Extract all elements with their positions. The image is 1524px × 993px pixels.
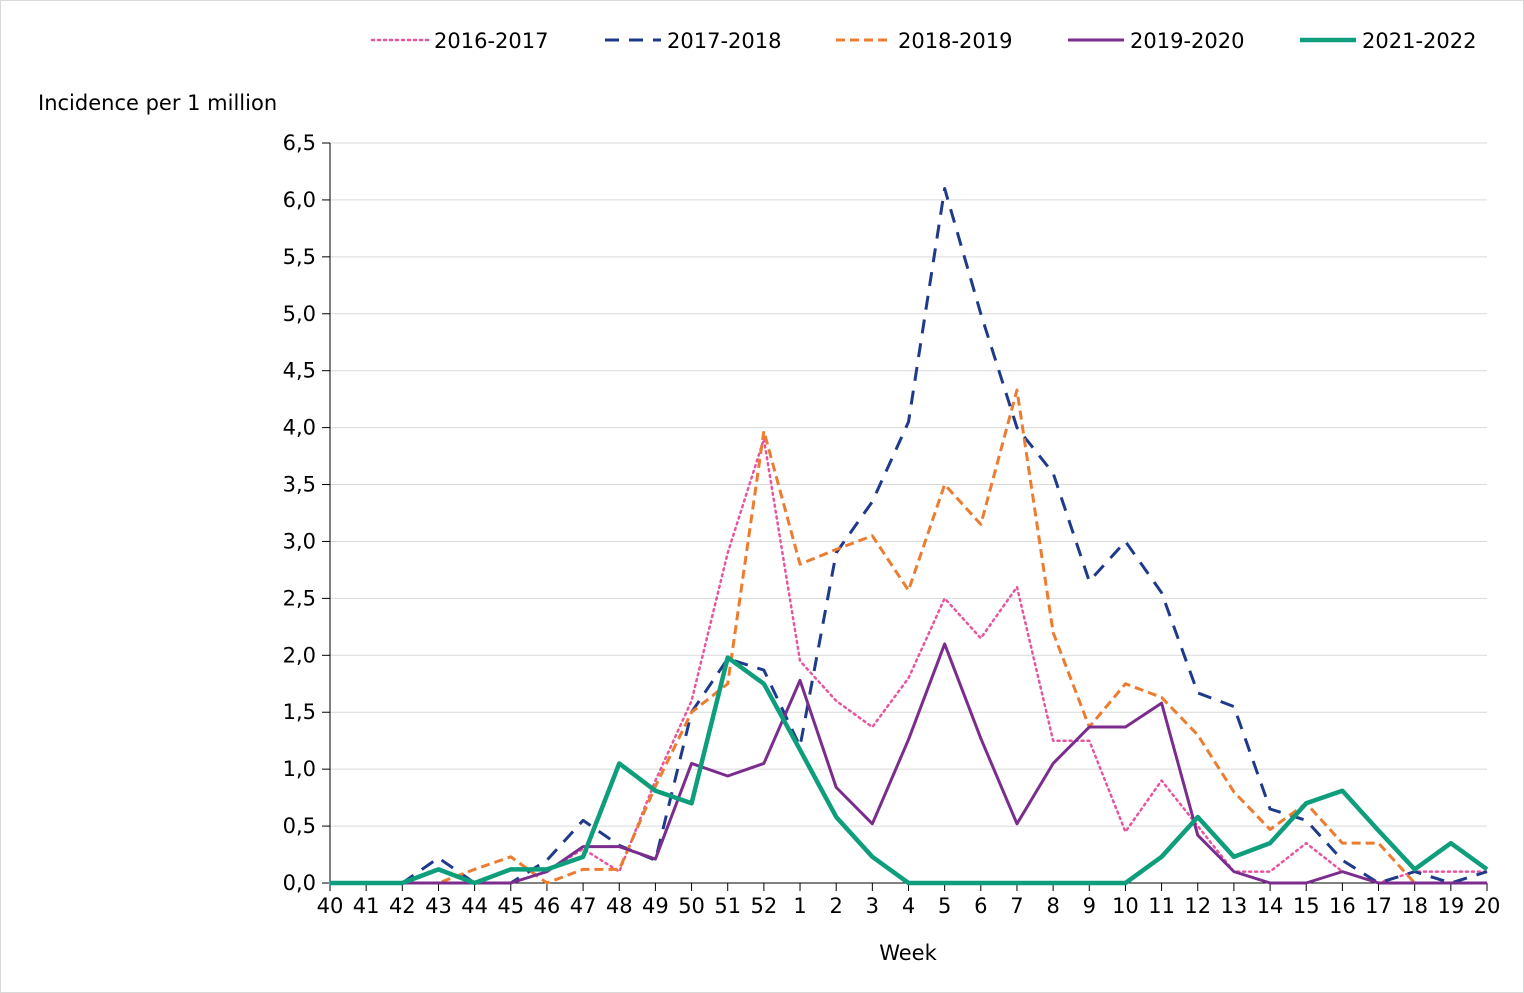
x-tick-label: 14	[1257, 894, 1284, 918]
x-axis-title: Week	[879, 941, 937, 965]
legend: 2016-2017 2017-2018 2018-2019 2019-2020 2021…	[370, 29, 1476, 53]
legend-label-2019-2020: 2019-2020	[1130, 29, 1244, 53]
x-axis-ticks: 40 41 42 43 44 45 46 47 48 49 50 51 52 1 2 3 4 5 6 7 8 9 10 11 1…	[317, 883, 1501, 918]
y-tick-label: 2,5	[283, 586, 316, 610]
x-tick-label: 1	[793, 894, 806, 918]
legend-label-2021-2022: 2021-2022	[1362, 29, 1476, 53]
legend-label-2018-2019: 2018-2019	[898, 29, 1012, 53]
x-tick-label: 13	[1221, 894, 1248, 918]
x-tick-label: 45	[497, 894, 524, 918]
x-tick-label: 19	[1437, 894, 1464, 918]
series-line-2017-2018	[330, 187, 1488, 885]
x-tick-label: 48	[606, 894, 633, 918]
x-tick-label: 49	[642, 894, 669, 918]
series-line-2021-2022	[330, 655, 1489, 886]
x-tick-label: 52	[751, 894, 778, 918]
x-tick-label: 10	[1112, 894, 1139, 918]
x-tick-label: 16	[1329, 894, 1356, 918]
x-tick-label: 41	[353, 894, 380, 918]
x-tick-label: 17	[1365, 894, 1392, 918]
x-tick-label: 3	[866, 894, 879, 918]
axes	[329, 143, 1487, 884]
x-tick-label: 7	[1010, 894, 1023, 918]
y-tick-label: 2,0	[283, 643, 316, 667]
y-tick-label: 1,5	[283, 700, 316, 724]
series-line-2019-2020	[330, 642, 1487, 885]
y-tick-label: 4,0	[283, 416, 316, 440]
y-tick-label: 5,5	[283, 245, 316, 269]
x-tick-label: 9	[1083, 894, 1096, 918]
y-tick-label: 0,5	[283, 814, 316, 838]
x-tick-label: 51	[714, 894, 741, 918]
y-axis-title: Incidence per 1 million	[38, 91, 277, 115]
y-tick-label: 6,0	[283, 188, 316, 212]
x-tick-label: 4	[902, 894, 915, 918]
x-tick-label: 20	[1474, 894, 1501, 918]
y-axis-ticks: 0,0 0,5 1,0 1,5 2,0 2,5 3,0 3,5 4,0 4,5 5,0 5,5 6,0 6…	[283, 131, 330, 895]
y-tick-label: 6,5	[283, 131, 316, 155]
x-tick-label: 44	[461, 894, 488, 918]
y-tick-label: 1,0	[283, 757, 316, 781]
series-lines	[328, 187, 1489, 886]
x-tick-label: 18	[1401, 894, 1428, 918]
x-tick-label: 15	[1293, 894, 1320, 918]
y-tick-label: 0,0	[283, 871, 316, 895]
x-tick-label: 6	[974, 894, 987, 918]
series-line-2016-2017	[328, 437, 1489, 885]
legend-label-2016-2017: 2016-2017	[434, 29, 548, 53]
x-tick-label: 5	[938, 894, 951, 918]
y-tick-label: 3,0	[283, 529, 316, 553]
x-tick-label: 2	[830, 894, 843, 918]
x-tick-label: 47	[570, 894, 597, 918]
x-tick-label: 50	[678, 894, 705, 918]
y-tick-label: 5,0	[283, 302, 316, 326]
x-tick-label: 42	[389, 894, 416, 918]
legend-label-2017-2018: 2017-2018	[667, 29, 781, 53]
x-tick-label: 46	[534, 894, 561, 918]
y-tick-label: 4,5	[283, 359, 316, 383]
x-tick-label: 40	[317, 894, 344, 918]
x-tick-label: 11	[1148, 894, 1175, 918]
x-tick-label: 12	[1184, 894, 1211, 918]
gridlines	[330, 142, 1487, 827]
x-tick-label: 43	[425, 894, 452, 918]
series-line-2018-2019	[330, 388, 1416, 885]
y-tick-label: 3,5	[283, 473, 316, 497]
x-tick-label: 8	[1046, 894, 1059, 918]
